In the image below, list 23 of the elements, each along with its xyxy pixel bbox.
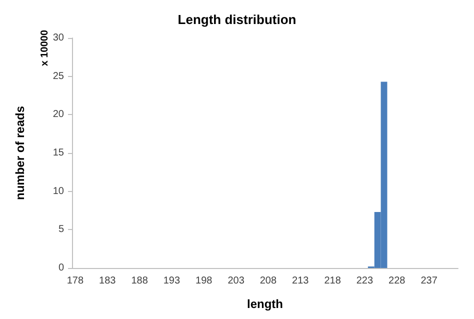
x-axis-title: length	[247, 297, 283, 311]
chart-title: Length distribution	[178, 12, 296, 27]
y-tick-label: 15	[52, 148, 64, 158]
text: x 10000	[40, 30, 50, 66]
x-tick-label: 198	[196, 276, 213, 286]
x-tick-label: 237	[420, 276, 438, 286]
y-tick-label: 0	[58, 262, 64, 274]
x-tick-label: 178	[66, 276, 84, 286]
y-tick-label: 20	[52, 109, 64, 120]
y-tick-label: 5	[58, 224, 64, 236]
x-tick-label: 213	[292, 276, 310, 286]
x-tick-label: 193	[163, 276, 180, 286]
x-tick-label: 208	[260, 276, 277, 286]
x-tick-label: 188	[131, 276, 148, 286]
y-tick-label: 10	[52, 186, 64, 197]
y-tick-label: 30	[52, 32, 64, 44]
x-tick-label: 228	[388, 276, 406, 286]
x-tick-label: 223	[356, 276, 374, 286]
x-tick-label: 218	[324, 276, 342, 286]
y-tick-label: 25	[52, 70, 64, 82]
x-tick-label: 183	[99, 276, 116, 286]
y-axis-title: number of reads	[13, 106, 27, 200]
x-tick-label: 203	[228, 276, 245, 286]
